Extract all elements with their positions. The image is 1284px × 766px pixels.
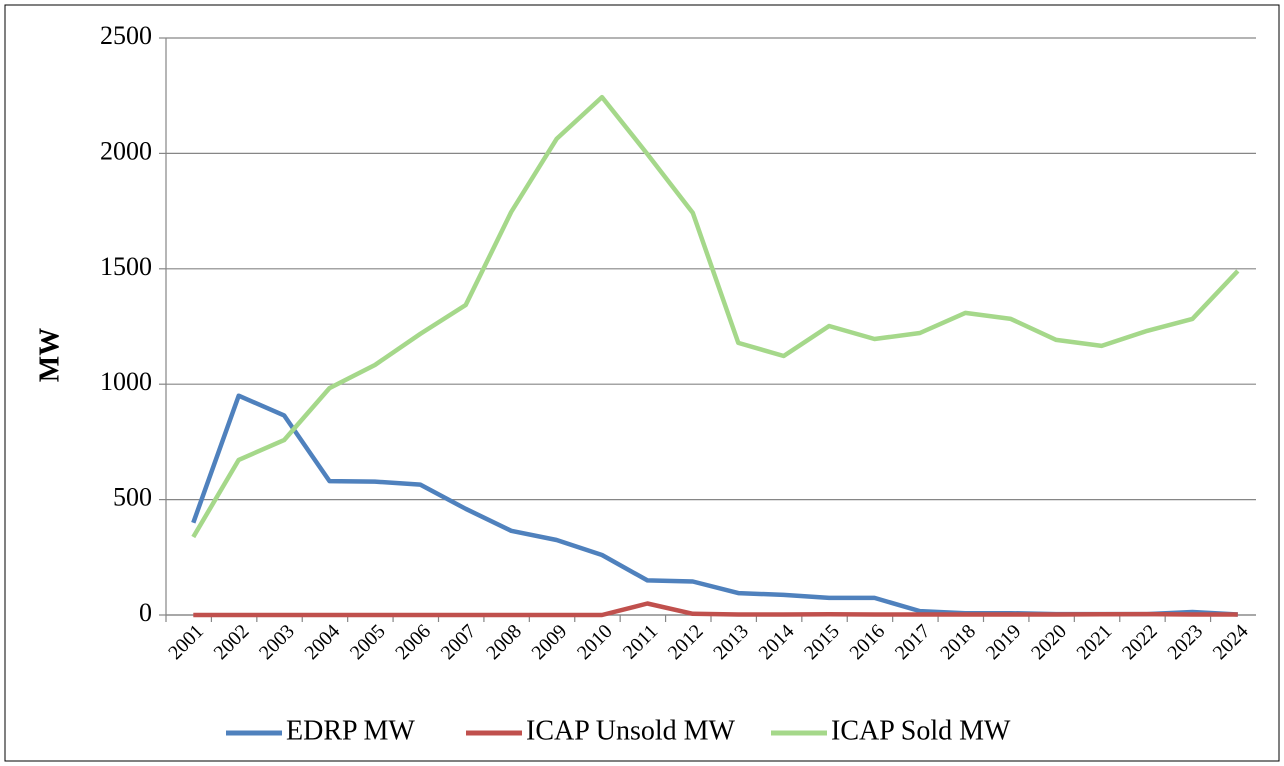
x-tick-label: 2019: [982, 620, 1026, 664]
legend-label: ICAP Sold MW: [831, 715, 1011, 746]
x-tick-label: 2008: [482, 620, 526, 664]
x-tick-label: 2024: [1209, 620, 1253, 664]
y-tick-label: 500: [113, 483, 152, 512]
x-tick-label: 2005: [346, 620, 390, 664]
x-tick-label: 2010: [573, 620, 617, 664]
x-tick-label: 2022: [1118, 620, 1162, 664]
chart-border: [4, 4, 1280, 762]
series-line: [191, 393, 1238, 617]
y-axis-label: MW: [34, 328, 65, 382]
x-tick-label: 2004: [300, 620, 344, 664]
x-tick-label: 2002: [210, 620, 254, 664]
x-tick-label: 2012: [664, 620, 708, 664]
legend-label: ICAP Unsold MW: [526, 715, 736, 746]
x-tick-label: 2017: [891, 620, 935, 664]
x-tick-label: 2009: [528, 620, 572, 664]
y-tick-label: 1500: [100, 252, 152, 281]
y-tick-label: 1000: [100, 367, 152, 396]
x-tick-label: 2006: [391, 620, 435, 664]
x-tick-label: 2014: [755, 620, 799, 664]
x-tick-label: 2020: [1027, 620, 1071, 664]
x-tick-label: 2023: [1163, 620, 1207, 664]
x-tick-label: 2001: [164, 620, 208, 664]
x-tick-label: 2007: [437, 620, 481, 664]
y-tick-label: 2000: [100, 136, 152, 165]
x-tick-label: 2013: [709, 620, 753, 664]
x-tick-label: 2011: [619, 620, 662, 663]
y-tick-label: 2500: [100, 21, 152, 50]
legend-label: EDRP MW: [286, 715, 415, 746]
x-tick-label: 2003: [255, 620, 299, 664]
series-line: [193, 601, 1238, 618]
x-tick-label: 2016: [845, 620, 889, 664]
x-tick-label: 2015: [800, 620, 844, 664]
series-line: [191, 94, 1240, 539]
x-tick-label: 2021: [1073, 620, 1117, 664]
x-tick-label: 2018: [936, 620, 980, 664]
y-tick-label: 0: [139, 598, 152, 627]
